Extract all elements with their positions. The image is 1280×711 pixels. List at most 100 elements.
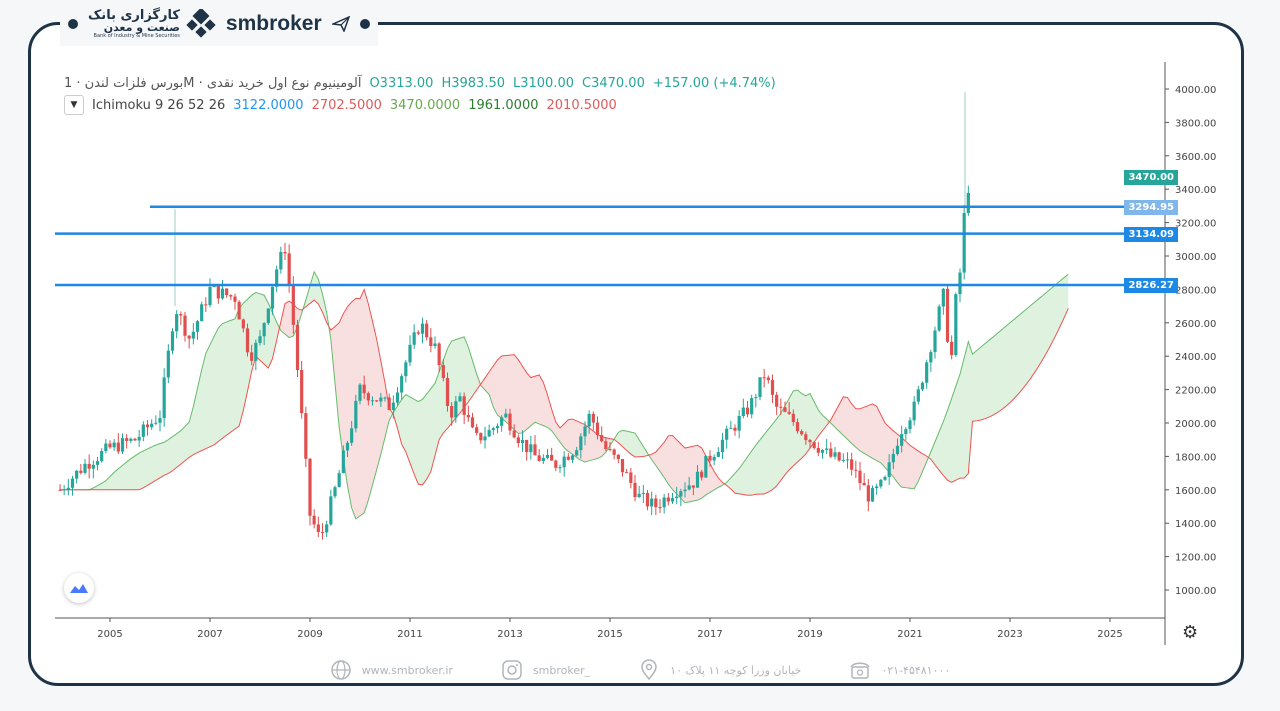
candle-body <box>291 285 295 325</box>
candle-body <box>308 458 312 516</box>
y-tick-label: 1000.00 <box>1175 586 1216 597</box>
footer-website[interactable]: www.smbroker.ir <box>330 659 453 681</box>
cloud-segment <box>322 293 327 323</box>
tradingview-logo[interactable] <box>64 573 94 603</box>
cloud-segment <box>960 357 965 479</box>
candle-body <box>470 417 475 428</box>
cloud-segment <box>664 435 669 485</box>
x-tick-label: 2009 <box>297 629 322 640</box>
cloud-segment <box>955 374 960 481</box>
candle-body <box>83 463 87 473</box>
ohlc-close: C3470.00 <box>582 75 645 91</box>
candle-body <box>325 524 329 533</box>
candle-body <box>533 444 537 456</box>
cloud-segment <box>626 431 631 455</box>
candle-body <box>887 462 891 477</box>
candle-body <box>629 472 633 483</box>
cloud-segment <box>947 398 952 483</box>
cloud-segment <box>968 341 973 474</box>
candle-body <box>804 434 808 441</box>
x-tick-label: 2005 <box>97 629 122 640</box>
candle-body <box>229 295 233 297</box>
candle-body <box>133 438 137 441</box>
cloud-segment <box>118 465 123 490</box>
footer-instagram[interactable]: smbroker_ <box>501 659 590 681</box>
ohlc-low: L3100.00 <box>513 75 575 91</box>
cloud-segment <box>1064 274 1069 318</box>
indicator-name[interactable]: Ichimoku 9 26 52 26 <box>92 97 226 113</box>
candle-body <box>608 449 612 451</box>
cloud-segment <box>460 336 465 413</box>
collapse-chevron-icon[interactable]: ▼ <box>64 95 84 115</box>
footer-phone[interactable]: ۰۲۱-۴۵۴۸۱۰۰۰ <box>849 659 950 681</box>
candle-body <box>762 377 766 379</box>
candle-body <box>891 454 895 463</box>
symbol-title[interactable]: بورس فلزات لندن · 1M · آلومینیوم نوع اول… <box>64 75 362 91</box>
cloud-segment <box>422 394 427 485</box>
candle-body <box>775 394 779 407</box>
candle-body <box>570 455 575 460</box>
candle-body <box>304 413 308 459</box>
candle-body <box>670 498 675 502</box>
cloud-segment <box>855 408 860 451</box>
candle-body <box>387 397 391 410</box>
candle-body <box>300 369 304 414</box>
tv-wave-icon <box>70 584 88 593</box>
candle-body <box>429 337 433 347</box>
address-text: خیابان وزرا کوچه ۱۱ پلاک ۱۰ <box>670 663 802 677</box>
instagram-icon <box>502 660 522 680</box>
cloud-segment <box>430 383 435 472</box>
cloud-segment <box>405 394 410 464</box>
header-dot-right <box>359 19 370 29</box>
candle-body <box>375 400 379 402</box>
candle-body <box>612 449 616 455</box>
cloud-segment <box>876 406 881 463</box>
cloud-segment <box>1018 312 1023 395</box>
settings-gear-icon[interactable]: ⚙ <box>1182 622 1199 643</box>
y-tick-label: 2800.00 <box>1175 285 1216 296</box>
cloud-segment <box>755 439 760 495</box>
y-axis: 4000.00 3800.00 3600.00 3400.00 3200.00 3000.… <box>1165 85 1216 597</box>
cloud-segment <box>226 320 231 436</box>
candle-body <box>758 377 762 398</box>
candle-body <box>312 515 316 525</box>
cloud-segment <box>239 303 244 426</box>
candle-body <box>883 476 887 480</box>
cloud-segment <box>818 409 823 437</box>
cloud-segment <box>414 399 419 485</box>
candle-body <box>633 482 637 498</box>
cloud-segment <box>114 468 119 490</box>
cloud-segment <box>905 441 910 489</box>
cloud-segment <box>1051 284 1056 344</box>
y-tick-label: 3400.00 <box>1175 185 1216 196</box>
candle-body <box>812 442 816 449</box>
candle-body <box>879 479 883 487</box>
cloud-segment <box>743 456 748 496</box>
cloud-segment <box>172 433 177 471</box>
candle-body <box>708 455 712 461</box>
cloud-segment <box>501 355 506 422</box>
cloud-segment <box>1026 305 1031 384</box>
cloud-segment <box>314 271 319 304</box>
candle-body <box>112 442 116 448</box>
candle-body <box>62 489 66 491</box>
candle-body <box>241 319 245 329</box>
cloud-segment <box>210 336 215 447</box>
candle-body <box>650 498 654 507</box>
candle-body <box>208 286 212 306</box>
cloud-segment <box>1022 308 1027 390</box>
candle-body <box>966 193 970 214</box>
cloud-segment <box>380 361 385 455</box>
cloud-segment <box>135 453 140 490</box>
candle-body <box>129 438 133 441</box>
y-tick-label: 1600.00 <box>1175 486 1216 497</box>
candle-body <box>541 457 545 461</box>
cloud-segment <box>218 323 223 442</box>
cloud-segment <box>843 396 848 440</box>
cloud-segment <box>935 431 940 471</box>
candle-body <box>729 427 733 429</box>
candle-body <box>675 496 679 499</box>
cloud-segment <box>660 442 665 478</box>
y-tick-label: 1800.00 <box>1175 452 1216 463</box>
